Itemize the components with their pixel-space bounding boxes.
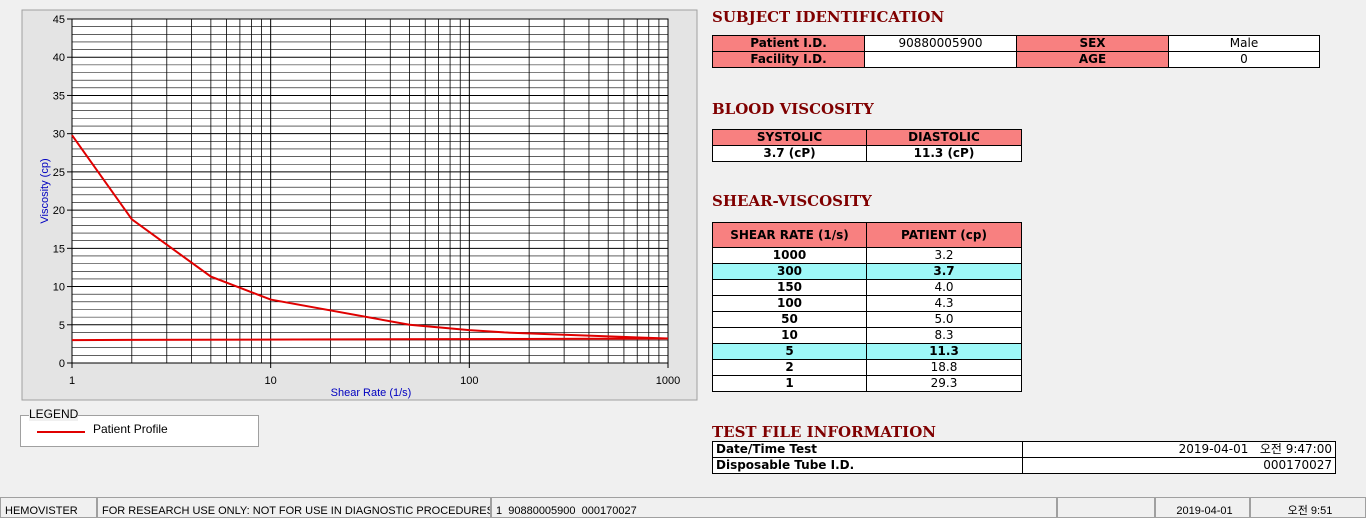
y-tick-label: 35 [53, 90, 65, 102]
patient-value: 29.3 [866, 375, 1022, 392]
y-tick-label: 45 [53, 14, 65, 26]
patient-value: 4.0 [866, 279, 1022, 296]
chart: Shear Rate (1/s) Viscosity (cp) 0 5 10 15 20… [21, 9, 698, 401]
y-tick-label: 5 [59, 320, 65, 332]
shear-row: 2 18.8 [712, 359, 1022, 376]
shear-row: 300 3.7 [712, 263, 1022, 280]
value: Male [1168, 35, 1320, 52]
subject-table: Patient I.D. 90880005900 SEX Male Facility … [712, 35, 1320, 68]
test-file-table: Date/Time Test 2019-04-01 오전 9:47:00 Disp… [712, 441, 1336, 474]
blood-table: SYSTOLIC DIASTOLIC 3.7 (cP) 11.3 (cP) [712, 129, 1022, 162]
shear-row: 10 8.3 [712, 327, 1022, 344]
header: SYSTOLIC [712, 129, 867, 146]
y-tick-label: 25 [53, 167, 65, 179]
shear-rate: 100 [712, 295, 867, 312]
shear-row: 5 11.3 [712, 343, 1022, 360]
section-title: SHEAR-VISCOSITY [712, 192, 872, 210]
value: 3.7 (cP) [712, 145, 867, 162]
patient-value: 11.3 [866, 343, 1022, 360]
shear-rate: 300 [712, 263, 867, 280]
shear-rate: 5 [712, 343, 867, 360]
section-title: SUBJECT IDENTIFICATION [712, 8, 945, 26]
legend-swatch [37, 431, 85, 433]
x-axis-label: Shear Rate (1/s) [331, 387, 412, 399]
y-tick-label: 0 [59, 358, 65, 370]
shear-row: 1 29.3 [712, 375, 1022, 392]
status-record: 1 90880005900 000170027 [491, 497, 1057, 518]
label: Date/Time Test [712, 441, 1023, 458]
status-bar: HEMOVISTER FOR RESEARCH USE ONLY: NOT FO… [0, 497, 1366, 518]
plot-border [71, 18, 669, 364]
legend-label: Patient Profile [93, 422, 168, 436]
y-tick-label: 10 [53, 282, 65, 294]
y-tick-label: 15 [53, 243, 65, 255]
x-tick-label: 10 [265, 375, 277, 387]
section-title: TEST FILE INFORMATION [712, 423, 936, 441]
x-tick-label: 100 [460, 375, 478, 387]
shear-rate: 1 [712, 375, 867, 392]
shear-rate: 150 [712, 279, 867, 296]
value [864, 51, 1017, 68]
shear-rate: 2 [712, 359, 867, 376]
shear-table: SHEAR RATE (1/s) PATIENT (cp) 1000 3.2 300 3… [712, 222, 1022, 392]
patient-value: 5.0 [866, 311, 1022, 328]
value: 11.3 (cP) [866, 145, 1022, 162]
label: SEX [1016, 35, 1169, 52]
label: Disposable Tube I.D. [712, 457, 1023, 474]
section-title: BLOOD VISCOSITY [712, 100, 874, 118]
y-tick-label: 40 [53, 52, 65, 64]
shear-row: 1000 3.2 [712, 247, 1022, 264]
label: Patient I.D. [712, 35, 865, 52]
patient-value: 4.3 [866, 295, 1022, 312]
shear-row: 100 4.3 [712, 295, 1022, 312]
shear-row: 50 5.0 [712, 311, 1022, 328]
status-blank [1057, 497, 1155, 518]
y-axis-label: Viscosity (cp) [39, 158, 51, 223]
legend-title: LEGEND [29, 407, 79, 421]
label: AGE [1016, 51, 1169, 68]
x-tick-label: 1 [69, 375, 75, 387]
status-date: 2019-04-01 [1155, 497, 1250, 518]
value: 2019-04-01 오전 9:47:00 [1022, 441, 1336, 458]
value: 90880005900 [864, 35, 1017, 52]
y-tick-label: 30 [53, 129, 65, 141]
shear-rate: 10 [712, 327, 867, 344]
legend: LEGEND Patient Profile [20, 407, 259, 447]
header: PATIENT (cp) [866, 222, 1022, 248]
value: 0 [1168, 51, 1320, 68]
x-tick-label: 1000 [656, 375, 680, 387]
label: Facility I.D. [712, 51, 865, 68]
patient-value: 3.2 [866, 247, 1022, 264]
status-time: 오전 9:51 [1250, 497, 1366, 518]
plot-area [72, 19, 668, 363]
patient-value: 3.7 [866, 263, 1022, 280]
series-line [71, 134, 669, 342]
shear-row: 150 4.0 [712, 279, 1022, 296]
header: DIASTOLIC [866, 129, 1022, 146]
status-notice: FOR RESEARCH USE ONLY: NOT FOR USE IN DI… [97, 497, 491, 518]
patient-value: 8.3 [866, 327, 1022, 344]
y-tick-label: 20 [53, 205, 65, 217]
shear-rate: 1000 [712, 247, 867, 264]
shear-rate: 50 [712, 311, 867, 328]
patient-value: 18.8 [866, 359, 1022, 376]
value: 000170027 [1022, 457, 1336, 474]
status-app: HEMOVISTER [0, 497, 97, 518]
header: SHEAR RATE (1/s) [712, 222, 867, 248]
